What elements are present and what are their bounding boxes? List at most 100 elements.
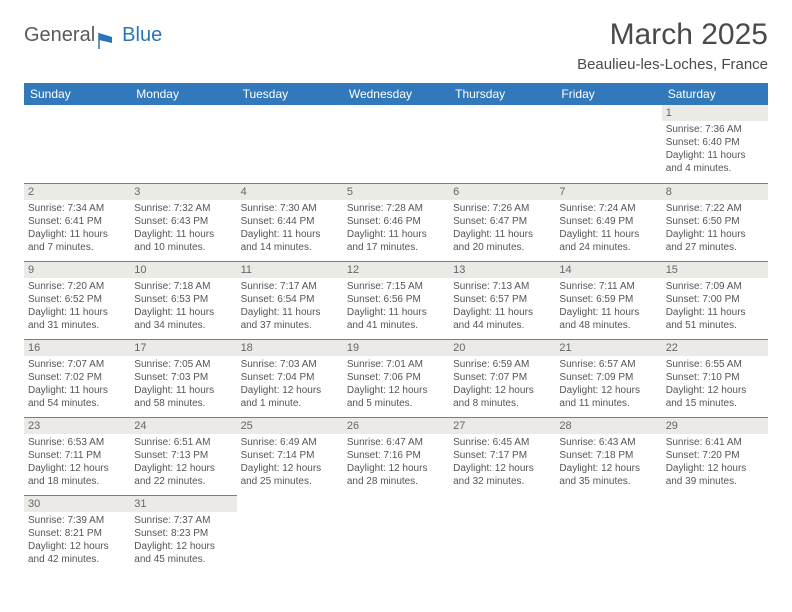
day-number: 13 (449, 262, 555, 278)
calendar-table: Sunday Monday Tuesday Wednesday Thursday… (24, 83, 768, 573)
sunset-text: Sunset: 7:03 PM (134, 371, 232, 384)
sunrise-text: Sunrise: 6:57 AM (559, 358, 657, 371)
sunset-text: Sunset: 6:52 PM (28, 293, 126, 306)
day-number: 14 (555, 262, 661, 278)
day-number: 2 (24, 184, 130, 200)
daylight-text: Daylight: 11 hours and 27 minutes. (666, 228, 764, 254)
day-number: 29 (662, 418, 768, 434)
sunset-text: Sunset: 6:46 PM (347, 215, 445, 228)
daylight-text: Daylight: 12 hours and 18 minutes. (28, 462, 126, 488)
daylight-text: Daylight: 11 hours and 4 minutes. (666, 149, 764, 175)
daylight-text: Daylight: 11 hours and 10 minutes. (134, 228, 232, 254)
sunset-text: Sunset: 6:54 PM (241, 293, 339, 306)
sunset-text: Sunset: 7:17 PM (453, 449, 551, 462)
daylight-text: Daylight: 11 hours and 37 minutes. (241, 306, 339, 332)
logo-text-blue: Blue (122, 24, 162, 47)
calendar-day-cell: 20Sunrise: 6:59 AMSunset: 7:07 PMDayligh… (449, 339, 555, 417)
sunrise-text: Sunrise: 6:49 AM (241, 436, 339, 449)
day-number: 15 (662, 262, 768, 278)
calendar-day-cell: 29Sunrise: 6:41 AMSunset: 7:20 PMDayligh… (662, 417, 768, 495)
calendar-day-cell: 7Sunrise: 7:24 AMSunset: 6:49 PMDaylight… (555, 183, 661, 261)
daylight-text: Daylight: 11 hours and 41 minutes. (347, 306, 445, 332)
sunrise-text: Sunrise: 7:13 AM (453, 280, 551, 293)
weekday-header: Monday (130, 83, 236, 105)
calendar-day-cell: 18Sunrise: 7:03 AMSunset: 7:04 PMDayligh… (237, 339, 343, 417)
calendar-week-row: 2Sunrise: 7:34 AMSunset: 6:41 PMDaylight… (24, 183, 768, 261)
sunset-text: Sunset: 6:41 PM (28, 215, 126, 228)
sunrise-text: Sunrise: 6:59 AM (453, 358, 551, 371)
sunrise-text: Sunrise: 7:22 AM (666, 202, 764, 215)
calendar-day-cell: 22Sunrise: 6:55 AMSunset: 7:10 PMDayligh… (662, 339, 768, 417)
sunset-text: Sunset: 7:18 PM (559, 449, 657, 462)
sunrise-text: Sunrise: 7:28 AM (347, 202, 445, 215)
day-number: 7 (555, 184, 661, 200)
calendar-week-row: 30Sunrise: 7:39 AMSunset: 8:21 PMDayligh… (24, 495, 768, 573)
day-number: 1 (662, 105, 768, 121)
sunset-text: Sunset: 7:09 PM (559, 371, 657, 384)
logo-flag-icon (98, 31, 120, 51)
calendar-day-cell (449, 105, 555, 183)
daylight-text: Daylight: 12 hours and 25 minutes. (241, 462, 339, 488)
sunrise-text: Sunrise: 6:47 AM (347, 436, 445, 449)
sunrise-text: Sunrise: 7:01 AM (347, 358, 445, 371)
sunset-text: Sunset: 6:47 PM (453, 215, 551, 228)
sunset-text: Sunset: 7:13 PM (134, 449, 232, 462)
sunset-text: Sunset: 6:56 PM (347, 293, 445, 306)
weekday-header: Sunday (24, 83, 130, 105)
calendar-body: 1Sunrise: 7:36 AMSunset: 6:40 PMDaylight… (24, 105, 768, 573)
calendar-day-cell: 21Sunrise: 6:57 AMSunset: 7:09 PMDayligh… (555, 339, 661, 417)
calendar-day-cell (24, 105, 130, 183)
day-number: 10 (130, 262, 236, 278)
day-number: 27 (449, 418, 555, 434)
sunset-text: Sunset: 7:10 PM (666, 371, 764, 384)
sunset-text: Sunset: 6:50 PM (666, 215, 764, 228)
calendar-day-cell: 1Sunrise: 7:36 AMSunset: 6:40 PMDaylight… (662, 105, 768, 183)
sunset-text: Sunset: 6:57 PM (453, 293, 551, 306)
calendar-day-cell: 15Sunrise: 7:09 AMSunset: 7:00 PMDayligh… (662, 261, 768, 339)
sunrise-text: Sunrise: 7:34 AM (28, 202, 126, 215)
daylight-text: Daylight: 11 hours and 34 minutes. (134, 306, 232, 332)
sunset-text: Sunset: 7:02 PM (28, 371, 126, 384)
calendar-day-cell (237, 495, 343, 573)
sunrise-text: Sunrise: 7:39 AM (28, 514, 126, 527)
calendar-day-cell: 11Sunrise: 7:17 AMSunset: 6:54 PMDayligh… (237, 261, 343, 339)
daylight-text: Daylight: 11 hours and 7 minutes. (28, 228, 126, 254)
sunset-text: Sunset: 7:14 PM (241, 449, 339, 462)
calendar-week-row: 9Sunrise: 7:20 AMSunset: 6:52 PMDaylight… (24, 261, 768, 339)
calendar-day-cell: 23Sunrise: 6:53 AMSunset: 7:11 PMDayligh… (24, 417, 130, 495)
daylight-text: Daylight: 11 hours and 14 minutes. (241, 228, 339, 254)
calendar-day-cell: 5 Sunrise: 7:28 AMSunset: 6:46 PMDaylight… (343, 183, 449, 261)
daylight-text: Daylight: 11 hours and 31 minutes. (28, 306, 126, 332)
daylight-text: Daylight: 12 hours and 8 minutes. (453, 384, 551, 410)
sunrise-text: Sunrise: 7:03 AM (241, 358, 339, 371)
daylight-text: Daylight: 11 hours and 17 minutes. (347, 228, 445, 254)
logo-text-general: General (24, 24, 95, 47)
daylight-text: Daylight: 12 hours and 5 minutes. (347, 384, 445, 410)
calendar-week-row: 16Sunrise: 7:07 AMSunset: 7:02 PMDayligh… (24, 339, 768, 417)
weekday-header: Thursday (449, 83, 555, 105)
daylight-text: Daylight: 11 hours and 58 minutes. (134, 384, 232, 410)
calendar-day-cell: 27Sunrise: 6:45 AMSunset: 7:17 PMDayligh… (449, 417, 555, 495)
sunrise-text: Sunrise: 6:41 AM (666, 436, 764, 449)
daylight-text: Daylight: 12 hours and 39 minutes. (666, 462, 764, 488)
weekday-header-row: Sunday Monday Tuesday Wednesday Thursday… (24, 83, 768, 105)
sunrise-text: Sunrise: 6:53 AM (28, 436, 126, 449)
day-number: 9 (24, 262, 130, 278)
day-number: 16 (24, 340, 130, 356)
calendar-day-cell: 14Sunrise: 7:11 AMSunset: 6:59 PMDayligh… (555, 261, 661, 339)
calendar-day-cell: 12Sunrise: 7:15 AMSunset: 6:56 PMDayligh… (343, 261, 449, 339)
calendar-day-cell: 8 Sunrise: 7:22 AMSunset: 6:50 PMDaylight… (662, 183, 768, 261)
calendar-day-cell (130, 105, 236, 183)
sunrise-text: Sunrise: 7:36 AM (666, 123, 764, 136)
daylight-text: Daylight: 12 hours and 28 minutes. (347, 462, 445, 488)
calendar-day-cell (343, 495, 449, 573)
daylight-text: Daylight: 12 hours and 15 minutes. (666, 384, 764, 410)
sunrise-text: Sunrise: 6:51 AM (134, 436, 232, 449)
location-label: Beaulieu-les-Loches, France (577, 56, 768, 73)
weekday-header: Saturday (662, 83, 768, 105)
calendar-day-cell (662, 495, 768, 573)
day-number: 5 (343, 184, 449, 200)
sunrise-text: Sunrise: 7:26 AM (453, 202, 551, 215)
day-number: 18 (237, 340, 343, 356)
day-number: 8 (662, 184, 768, 200)
